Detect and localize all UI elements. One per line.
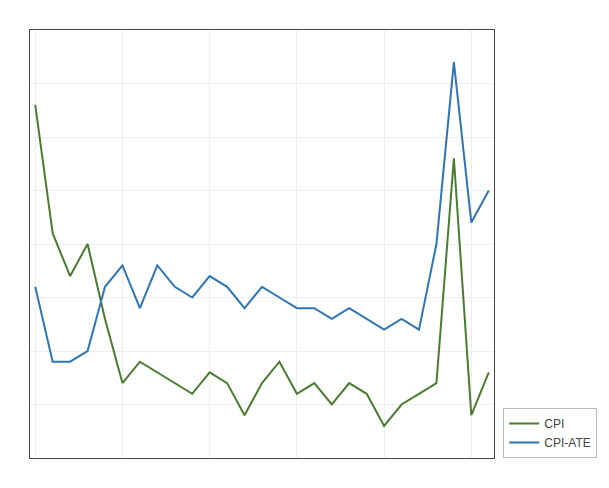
svg-text:CPI-ATE: CPI-ATE xyxy=(544,436,590,450)
svg-text:CPI: CPI xyxy=(544,417,564,431)
